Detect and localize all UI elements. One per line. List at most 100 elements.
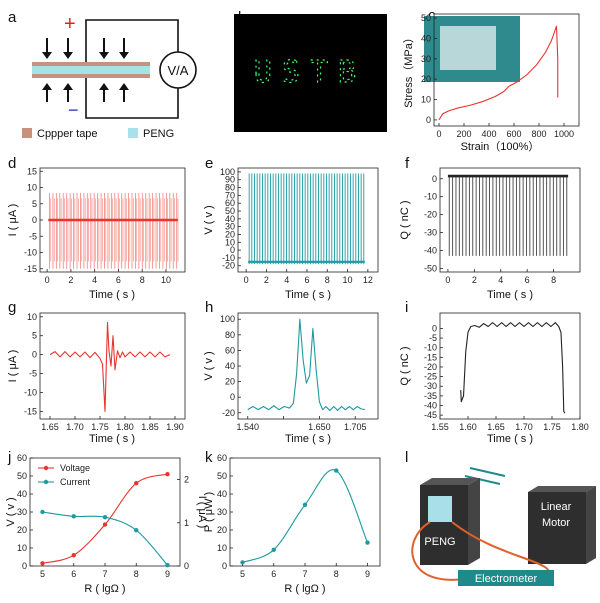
panel-label-h: h xyxy=(205,299,213,316)
x-tick-label: 5 xyxy=(240,569,245,579)
y-tick-label: 0 xyxy=(432,174,437,184)
chart-g: 1.65 1.70 1.75 1.80 1.85 1.90 -15 -10 -5 0 5 10 Time… xyxy=(7,312,186,445)
electrometer-label: Electrometer xyxy=(475,573,538,585)
x-tick-label: 8 xyxy=(325,275,330,285)
motion-arrow-2 xyxy=(464,475,501,485)
y-tick-label: -20 xyxy=(424,210,437,220)
motor-block xyxy=(528,492,586,564)
plot-frame xyxy=(39,312,186,420)
y-axis-label: I ( μA ) xyxy=(7,204,19,237)
y-tick-label: 0 xyxy=(32,350,37,360)
data-point xyxy=(71,514,76,519)
y-tick-label: 10 xyxy=(27,312,37,322)
legend-label: Voltage xyxy=(60,463,90,473)
data-point xyxy=(365,540,370,545)
y-tick-label: 5 xyxy=(32,199,37,209)
panel-label-l: l xyxy=(405,449,408,466)
panel-label-e: e xyxy=(205,155,213,172)
chart-e: 0 2 4 6 8 10 12-20-100102030405060708090100Tim… xyxy=(203,167,379,301)
data-point xyxy=(271,547,276,552)
x-tick-label: 2 xyxy=(68,275,73,285)
y-axis-label: V ( v ) xyxy=(5,497,17,526)
x-axis-label: Time ( s ) xyxy=(487,289,533,301)
x-tick-label: 5 xyxy=(40,569,45,579)
y-tick-label: 0 xyxy=(22,561,27,571)
y-tick-label: 20 xyxy=(217,525,227,535)
y-tick-label: 100 xyxy=(220,167,235,177)
x-tick-label: 4 xyxy=(284,275,289,285)
x-tick-label: 800 xyxy=(531,129,546,139)
data-line xyxy=(438,25,559,121)
chart-d: 0 2 4 6 8 10 -15 -10 -5 0 5 10 15 Time ( s ) I ( μA ) xyxy=(7,166,186,301)
peng-block-top xyxy=(420,478,480,485)
y-tick-label: 20 xyxy=(17,525,27,535)
y-tick-label: 30 xyxy=(17,507,27,517)
y-axis-label: V ( v ) xyxy=(203,205,215,234)
x-tick-label: 8 xyxy=(140,275,145,285)
y-tick-label: 20 xyxy=(421,74,431,84)
y2-tick-label: 2 xyxy=(184,475,189,485)
motor-label: Linear Motor xyxy=(541,501,572,529)
x-axis-label: Time ( s ) xyxy=(487,433,533,445)
x-tick-label: 7 xyxy=(102,569,107,579)
x-tick-label: 1.70 xyxy=(515,422,533,432)
y-tick-label: -10 xyxy=(222,253,235,263)
y-tick-label: -40 xyxy=(424,245,437,255)
y-tick-label: 50 xyxy=(17,471,27,481)
x-tick-label: 6 xyxy=(271,569,276,579)
y-tick-label: 50 xyxy=(421,13,431,23)
y-tick-label: 40 xyxy=(17,489,27,499)
plot-frame xyxy=(237,167,379,273)
data-point xyxy=(165,472,170,477)
y-tick-label: 60 xyxy=(225,198,235,208)
x-tick-label: 0 xyxy=(45,275,50,285)
chart-c: 0 200 400 600 800 1000 0 10 20 30 40 50 Strain（100%）… xyxy=(402,13,580,153)
y-tick-label: -10 xyxy=(424,343,437,353)
legend-label: Current xyxy=(60,477,91,487)
x-tick-label: 10 xyxy=(343,275,353,285)
y-tick-label: 20 xyxy=(225,377,235,387)
plot-frame xyxy=(439,312,581,420)
y-tick-label: 90 xyxy=(225,175,235,185)
y-tick-label: -50 xyxy=(424,263,437,273)
y-tick-label: -5 xyxy=(29,369,37,379)
x-tick-label: 2 xyxy=(264,275,269,285)
x-tick-label: 1000 xyxy=(554,129,574,139)
y-tick-label: 50 xyxy=(225,206,235,216)
power-line xyxy=(242,469,369,563)
chart-i: 1.55 1.60 1.65 1.70 1.75 1.800-5-10-15-20-25-… xyxy=(399,312,589,445)
chart-k: 5 6 7 8 9 0 10 20 30 40 50 60 R ( lgΩ ) P ( μW ) xyxy=(203,453,381,595)
x-tick-label: 9 xyxy=(165,569,170,579)
y-tick-label: -15 xyxy=(24,264,37,274)
y-tick-label: 10 xyxy=(17,543,27,553)
peng-block-side xyxy=(468,478,480,565)
chart-j: 5 6 7 8 9 0 10 20 30 40 50 60 R ( lgΩ ) V ( v ) 0 1 2 I (… xyxy=(5,453,208,595)
panel-label-k: k xyxy=(205,449,213,466)
schematic-a: + V/A − Cppper tape PENG xyxy=(22,13,197,140)
panel-label-i: i xyxy=(405,299,408,316)
x-tick-label: 4 xyxy=(498,275,503,285)
inset-film xyxy=(440,26,496,70)
y-tick-label: 30 xyxy=(217,507,227,517)
x-tick-label: 0 xyxy=(445,275,450,285)
panel-label-j: j xyxy=(7,449,11,466)
x-tick-label: 400 xyxy=(481,129,496,139)
y-axis-label: Q ( nC ) xyxy=(399,346,411,385)
x-axis-label: Time ( s ) xyxy=(89,289,135,301)
y-tick-label: 70 xyxy=(225,190,235,200)
y-tick-label: 60 xyxy=(225,345,235,355)
data-point xyxy=(165,562,170,568)
data-point xyxy=(134,527,139,533)
y-tick-label: 40 xyxy=(421,33,431,43)
x-axis-label: Time ( s ) xyxy=(285,433,331,445)
y-axis-label: Q ( nC ) xyxy=(399,200,411,239)
y-tick-label: 10 xyxy=(421,95,431,105)
y-tick-label: -25 xyxy=(424,372,437,382)
x-tick-label: 1.540 xyxy=(237,422,260,432)
led-text: USTB xyxy=(254,55,366,90)
x-tick-label: 1.65 xyxy=(41,422,59,432)
x-tick-label: 8 xyxy=(134,569,139,579)
x-tick-label: 1.65 xyxy=(487,422,505,432)
panel-label-g: g xyxy=(8,299,16,316)
x-axis-label: Time ( s ) xyxy=(285,289,331,301)
